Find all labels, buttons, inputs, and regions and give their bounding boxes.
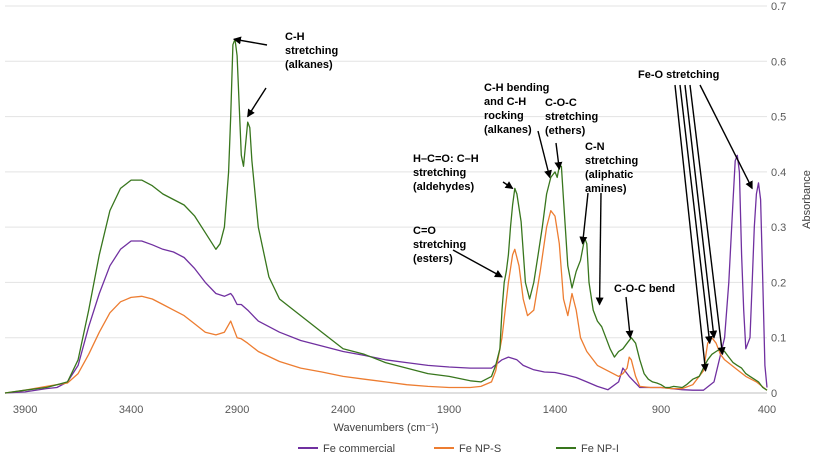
x-tick-label: 2900 xyxy=(225,404,249,416)
annotation-arrow xyxy=(674,84,709,372)
annotation-arrow xyxy=(699,84,753,190)
series-line-fe-commercial xyxy=(4,154,768,394)
x-axis-title: Wavenumbers (cm⁻¹) xyxy=(333,422,438,434)
annotation-arrow xyxy=(247,87,267,118)
y-tick-label: 0.1 xyxy=(771,333,786,345)
legend-label: Fe NP-S xyxy=(459,443,501,455)
x-tick-label: 3400 xyxy=(119,404,143,416)
y-tick-label: 0.4 xyxy=(771,167,786,179)
x-tick-label: 900 xyxy=(652,404,670,416)
y-tick-label: 0.6 xyxy=(771,56,786,68)
grid-lines xyxy=(5,5,767,394)
annotation-label: C-H stretching (alkanes) xyxy=(285,31,338,71)
legend-label: Fe commercial xyxy=(323,443,395,455)
x-tick-labels: 3900 3400 2900 2400 1900 1400 900 400 xyxy=(13,404,776,416)
x-tick-label: 1900 xyxy=(437,404,461,416)
annotation-label: C-O-C stretching (ethers) xyxy=(545,97,598,137)
annotation-arrow xyxy=(554,142,563,171)
annotation-label: Fe-O stretching xyxy=(638,69,719,81)
y-tick-label: 0.7 xyxy=(771,1,786,13)
annotation-layer: C-H stretching (alkanes) H–C=O: C–H stretchi… xyxy=(232,31,753,372)
annotation-arrow xyxy=(595,192,604,306)
y-tick-label: 0.2 xyxy=(771,277,786,289)
annotation-arrow xyxy=(579,192,589,245)
y-tick-labels: 0 0.1 0.2 0.3 0.4 0.5 0.6 0.7 xyxy=(771,1,786,400)
legend-label: Fe NP-I xyxy=(581,443,619,455)
annotation-label: C-N stretching (aliphatic amines) xyxy=(585,141,638,195)
annotation-arrow xyxy=(684,84,718,339)
annotation-arrow xyxy=(537,130,552,179)
annotation-label: H–C=O: C–H stretching (aldehydes) xyxy=(413,153,479,193)
annotation-label: C-H bending and C-H rocking (alkanes) xyxy=(484,82,549,136)
legend: Fe commercial Fe NP-S Fe NP-I xyxy=(298,443,619,455)
annotation-arrow xyxy=(679,84,713,345)
x-tick-label: 3900 xyxy=(13,404,37,416)
annotation-arrow xyxy=(452,249,503,278)
series-layer xyxy=(4,38,768,394)
y-axis-title: Absorbance xyxy=(801,170,813,229)
series-line-fe-np-s xyxy=(4,209,768,394)
annotation-label: C=O stretching (esters) xyxy=(413,225,466,265)
series-line-fe-np-i xyxy=(4,38,768,394)
annotation-arrow xyxy=(625,296,634,339)
y-tick-label: 0 xyxy=(771,388,777,400)
annotation-arrow xyxy=(502,181,514,190)
x-tick-label: 1400 xyxy=(543,404,567,416)
x-tick-label: 400 xyxy=(758,404,776,416)
annotation-arrow xyxy=(689,84,726,356)
y-tick-label: 0.5 xyxy=(771,112,786,124)
annotation-arrow xyxy=(232,36,268,46)
annotation-label: C-O-C bend xyxy=(614,283,675,295)
x-tick-label: 2400 xyxy=(331,404,355,416)
y-tick-label: 0.3 xyxy=(771,222,786,234)
